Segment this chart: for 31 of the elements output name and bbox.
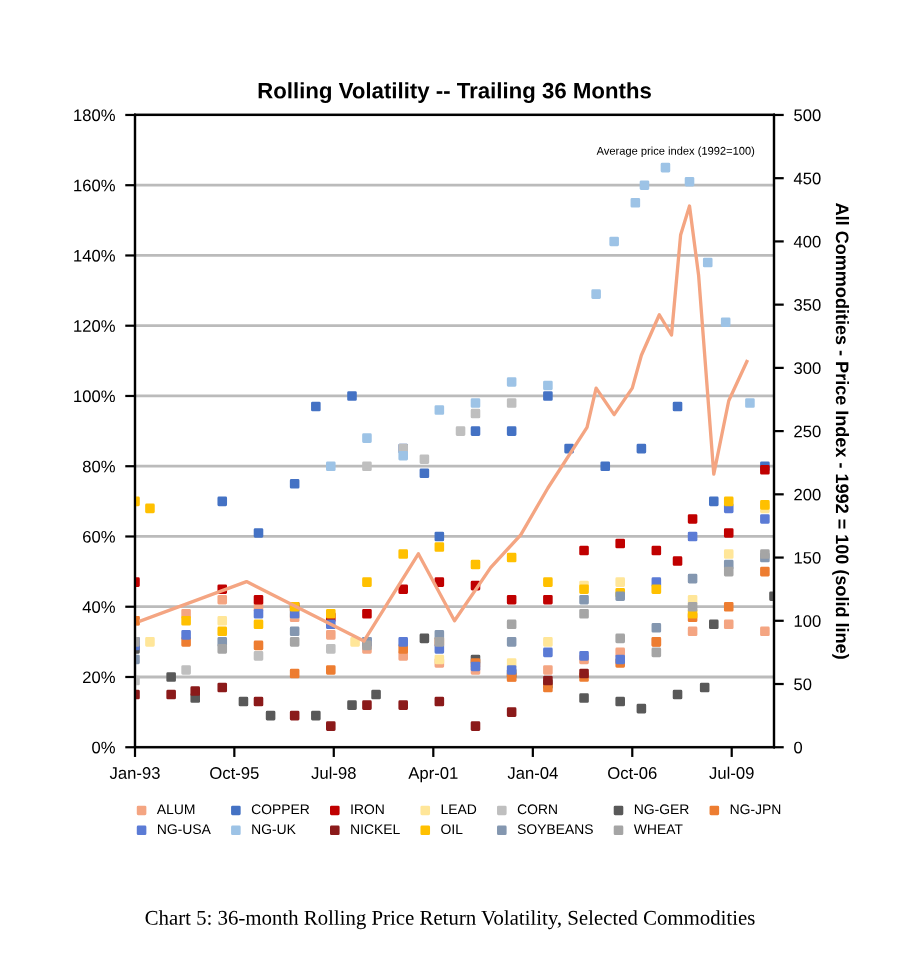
y-tick-label: 20% bbox=[83, 671, 115, 684]
y2-tick-label: 300 bbox=[794, 362, 821, 375]
x-tick-label: Apr-01 bbox=[408, 767, 458, 783]
x-tick-label: Jan-93 bbox=[109, 767, 160, 779]
y2-tick-label: 0 bbox=[794, 741, 803, 754]
y-tick-label: 180% bbox=[74, 109, 115, 122]
x-tick-label: Oct-06 bbox=[608, 767, 657, 779]
y2-tick-label: 500 bbox=[794, 109, 821, 122]
y2-tick-label: 350 bbox=[794, 299, 821, 311]
y-tick-label: 100% bbox=[74, 390, 115, 403]
y2-tick-label: 450 bbox=[793, 172, 821, 185]
y-tick-label: 40% bbox=[82, 601, 115, 613]
y-tick-label: 80% bbox=[82, 460, 115, 473]
caption: Chart 5: 36-month Rolling Price Return Volatility, Selected Commodities bbox=[145, 910, 755, 930]
y2-axis-title: All Commodities - Price Index - 1992 = 100 (solid line) bbox=[832, 203, 850, 659]
chart-title: Rolling Volatility -- Trailing 36 Months bbox=[258, 82, 651, 103]
x-tick-label: Oct-95 bbox=[210, 767, 259, 779]
x-tick-label: Jan-04 bbox=[507, 767, 558, 779]
y2-tick-label: 100 bbox=[794, 615, 821, 627]
y-tick-label: 60% bbox=[83, 530, 115, 543]
x-tick-label: Jul-98 bbox=[311, 766, 356, 779]
y-tick-label: 160% bbox=[74, 179, 115, 192]
y-tick-label: 0% bbox=[92, 741, 115, 754]
x-tick-label: Jul-09 bbox=[709, 766, 754, 779]
y2-tick-label: 200 bbox=[794, 488, 821, 501]
y2-tick-label: 50 bbox=[794, 678, 812, 691]
y2-tick-label: 150 bbox=[794, 551, 821, 564]
y-tick-label: 120% bbox=[74, 320, 115, 332]
y2-tick-label: 250 bbox=[794, 425, 821, 438]
y2-tick-label: 400 bbox=[793, 235, 821, 248]
y-tick-label: 140% bbox=[74, 249, 115, 262]
